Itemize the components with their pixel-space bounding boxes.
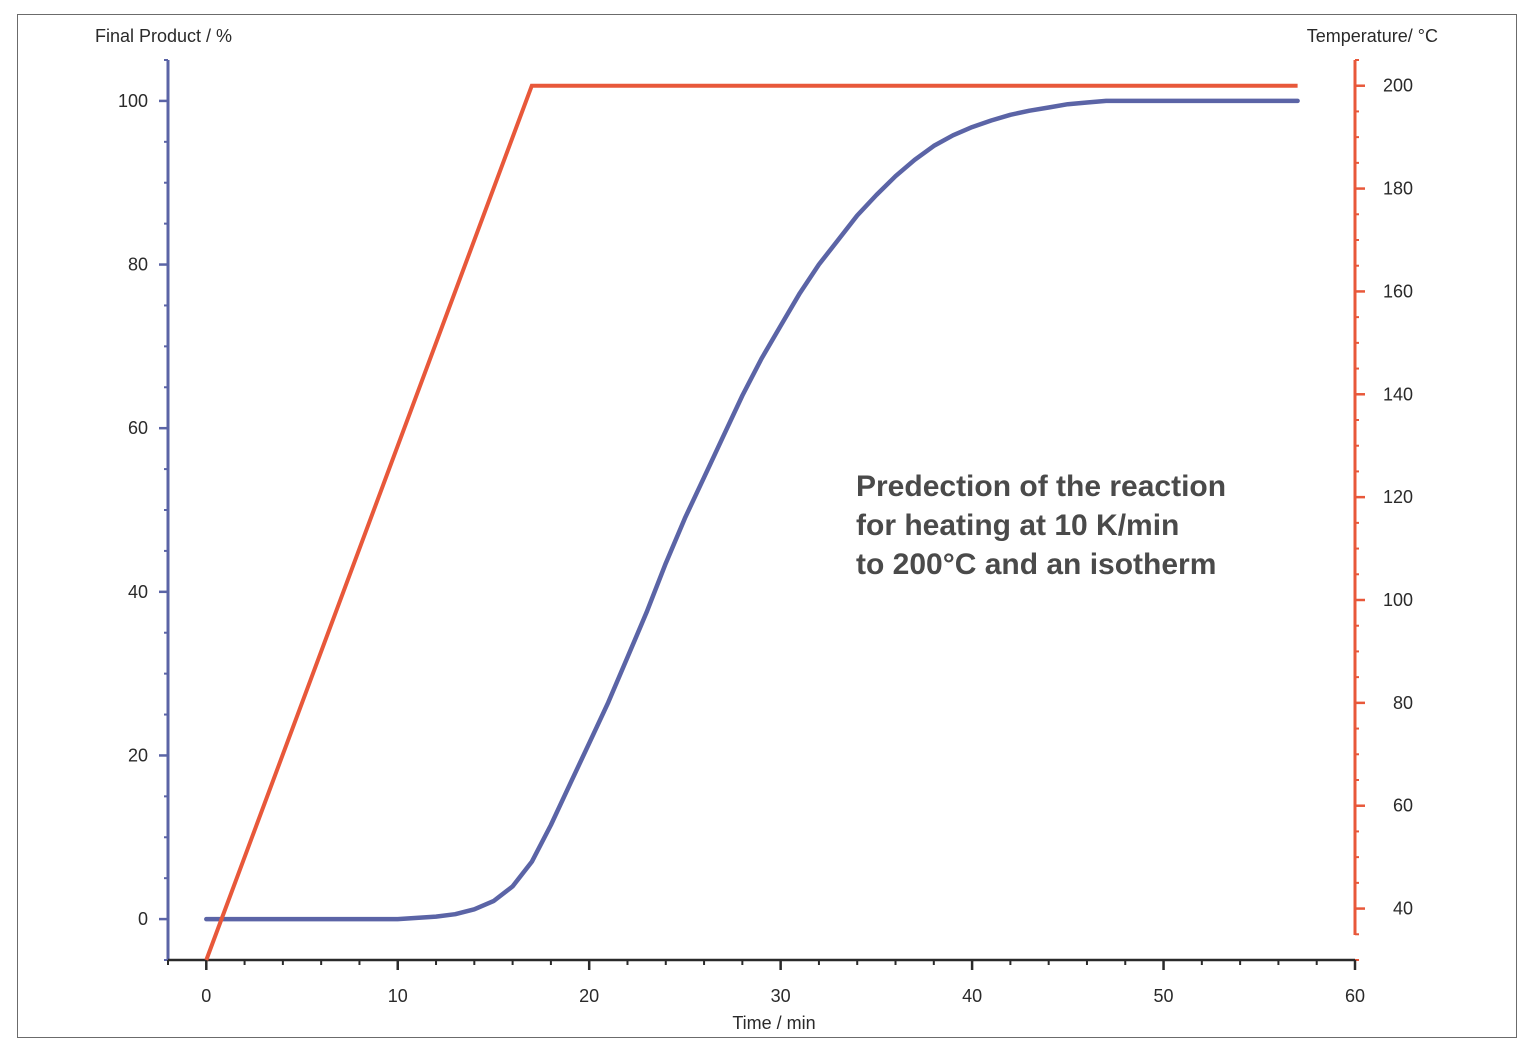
y-right-tick-label: 180 — [1383, 179, 1413, 199]
y-right-axis-title: Temperature/ °C — [1307, 26, 1438, 46]
series-line-temperature — [204, 83, 1298, 961]
annotation-line-2: for heating at 10 K/min — [856, 509, 1179, 542]
y-left-tick-label: 0 — [138, 909, 148, 929]
y-right-tick-label: 60 — [1393, 796, 1413, 816]
y-right-tick-label: 80 — [1393, 693, 1413, 713]
y-left-tick-label: 100 — [118, 91, 148, 111]
x-tick-label: 30 — [771, 986, 791, 1006]
y-left-tick-label: 80 — [128, 255, 148, 275]
y-right-tick-label: 120 — [1383, 487, 1413, 507]
annotation-line-3: to 200°C and an isotherm — [856, 548, 1216, 581]
x-axis-title: Time / min — [732, 1013, 815, 1033]
y-right-tick-label: 100 — [1383, 590, 1413, 610]
y-left-axis-title: Final Product / % — [95, 26, 232, 46]
y-right-tick-label: 200 — [1383, 76, 1413, 96]
y-left-tick-label: 60 — [128, 418, 148, 438]
y-right-tick-label: 40 — [1393, 899, 1413, 919]
x-tick-label: 40 — [962, 986, 982, 1006]
chart-frame — [17, 14, 1517, 1038]
annotation-line-1: Predection of the reaction — [856, 470, 1226, 503]
y-right-tick-label: 160 — [1383, 281, 1413, 301]
x-tick-label: 50 — [1154, 986, 1174, 1006]
x-tick-label: 10 — [388, 986, 408, 1006]
y-left-tick-label: 20 — [128, 745, 148, 765]
series-line-final-product — [204, 98, 1300, 922]
y-left-tick-label: 40 — [128, 582, 148, 602]
x-tick-label: 0 — [201, 986, 211, 1006]
y-right-tick-label: 140 — [1383, 384, 1413, 404]
x-tick-label: 20 — [579, 986, 599, 1006]
x-tick-label: 60 — [1345, 986, 1365, 1006]
